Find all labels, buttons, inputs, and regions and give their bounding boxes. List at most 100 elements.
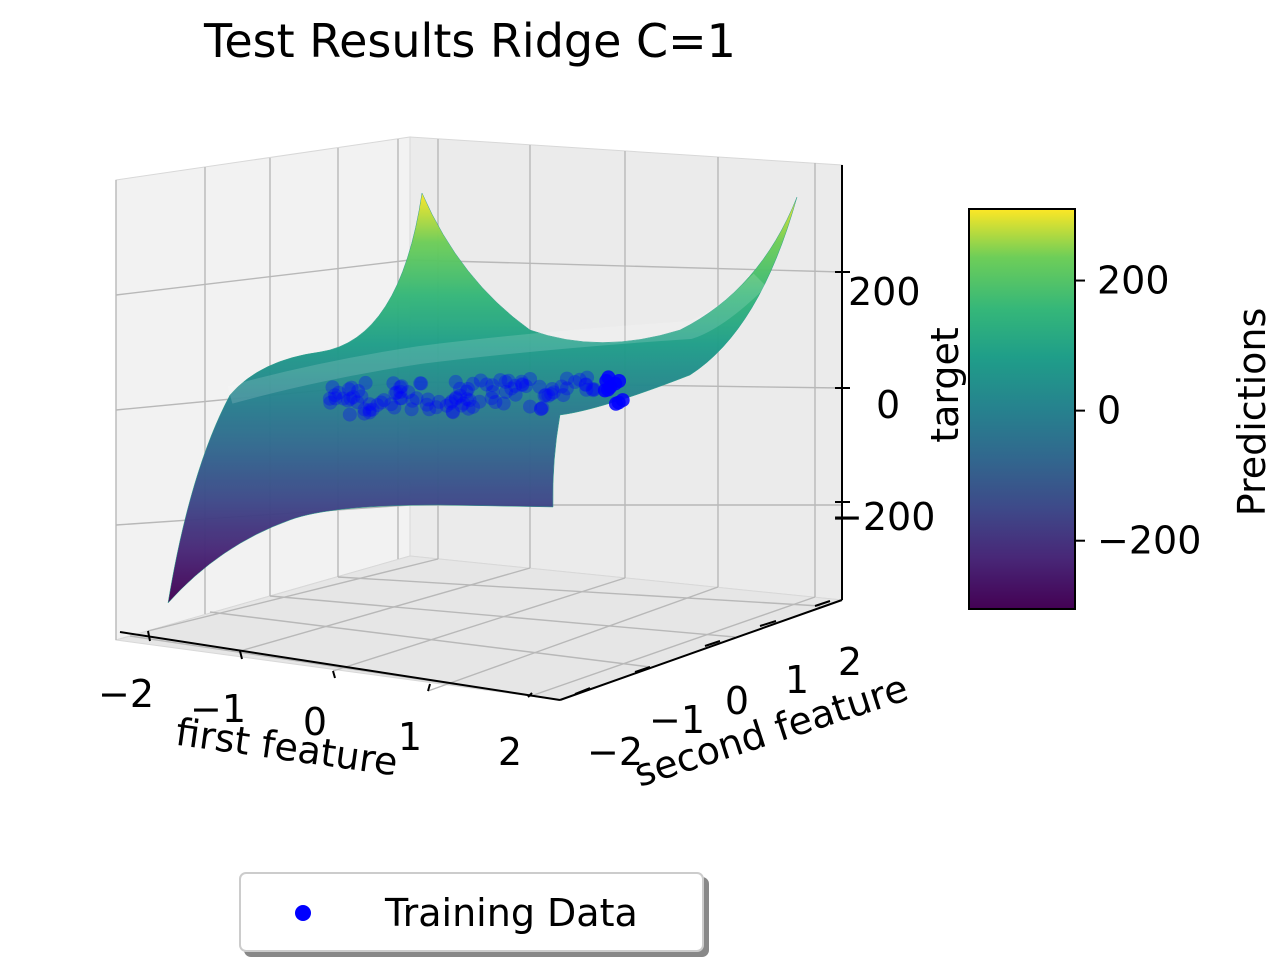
- training-data-point: [568, 375, 582, 389]
- training-data-point: [461, 401, 476, 416]
- legend-entry-label: Training Data: [384, 891, 638, 935]
- colorbar-ticks: 200 0 −200: [1075, 259, 1201, 563]
- training-data-point: [559, 371, 574, 386]
- training-data-point: [545, 382, 560, 396]
- axis-lines: [119, 165, 850, 701]
- training-data-point: [413, 376, 428, 391]
- training-data-point: [422, 402, 437, 417]
- training-data-scatter: [322, 370, 630, 422]
- y-tick-labels: −2 −1 0 1 2: [587, 640, 862, 774]
- training-data-point: [535, 400, 550, 415]
- training-data-point: [448, 391, 463, 406]
- training-data-point: [518, 379, 533, 394]
- y-tick-label: −1: [649, 698, 705, 742]
- legend-marker: [295, 905, 311, 921]
- training-data-point: [331, 385, 346, 400]
- training-data-point: [537, 388, 552, 403]
- training-data-point: [343, 391, 358, 406]
- x-tick-label: 0: [303, 700, 327, 744]
- colorbar-tick-label: 0: [1097, 389, 1121, 433]
- training-data-point: [534, 401, 548, 416]
- training-data-point: [532, 379, 547, 394]
- training-data-point: [376, 393, 391, 408]
- colorbar-tick-label: −200: [1097, 519, 1201, 563]
- training-data-point: [384, 397, 399, 412]
- training-data-point: [374, 395, 389, 410]
- training-data-point: [325, 380, 340, 395]
- training-data-point: [459, 392, 474, 407]
- training-data-point: [414, 376, 429, 391]
- training-data-point: [342, 407, 357, 422]
- training-data-point: [523, 372, 538, 386]
- training-data-point: [456, 396, 471, 411]
- training-data-point: [419, 397, 434, 412]
- training-data-point: [357, 402, 372, 417]
- training-data-point: [354, 389, 369, 404]
- training-data-point: [484, 391, 499, 406]
- training-data-point: [453, 381, 467, 396]
- training-data-point: [350, 395, 365, 410]
- training-data-point: [485, 385, 500, 400]
- x-tick-label: −2: [98, 672, 154, 716]
- training-data-point: [370, 398, 385, 413]
- training-data-point: [508, 387, 523, 402]
- training-data-point: [515, 378, 530, 392]
- x-tick-labels: −2 −1 0 1 2: [98, 672, 522, 774]
- training-data-point: [358, 375, 373, 390]
- training-data-point: [460, 382, 475, 396]
- training-data-point: [405, 393, 420, 408]
- legend-box: [239, 872, 704, 952]
- x-tick-label: 2: [498, 730, 522, 774]
- prediction-surface: [167, 192, 798, 604]
- training-data-point: [362, 403, 377, 418]
- training-data-point: [323, 395, 338, 410]
- training-data-point: [351, 384, 366, 398]
- training-data-point: [336, 391, 351, 406]
- x-axis-label: first feature: [173, 710, 400, 785]
- training-data-point: [394, 391, 409, 406]
- training-data-point: [572, 372, 587, 387]
- training-data-point: [585, 382, 600, 397]
- training-data-point: [322, 391, 337, 406]
- training-data-point: [587, 382, 602, 397]
- training-data-point: [465, 376, 480, 391]
- training-data-point: [389, 385, 404, 400]
- training-data-point: [362, 405, 377, 420]
- training-data-point: [386, 376, 401, 391]
- training-data-point: [346, 390, 361, 405]
- y-tick-label: 0: [725, 679, 749, 723]
- training-data-point: [444, 394, 459, 409]
- training-data-point: [534, 402, 548, 417]
- surface-sheen: [227, 273, 767, 404]
- y-axis-line: [559, 599, 843, 701]
- training-data-point: [432, 394, 446, 409]
- legend: Training Data: [239, 872, 704, 952]
- training-data-point: [443, 396, 458, 411]
- training-data-point: [328, 391, 343, 406]
- training-data-point: [541, 388, 556, 403]
- training-data-point: [393, 391, 408, 406]
- training-data-point: [493, 373, 508, 388]
- z-tick-label: −200: [831, 495, 935, 539]
- x-tick-label: 1: [398, 715, 422, 759]
- colorbar: 200 0 −200 Predictions: [968, 208, 1274, 610]
- training-data-point: [515, 377, 530, 392]
- training-data-point: [514, 374, 529, 389]
- training-data-point: [508, 378, 522, 393]
- training-data-point: [387, 400, 402, 415]
- training-data-point: [578, 377, 593, 392]
- training-data-point: [393, 384, 408, 399]
- training-data-point: [501, 373, 516, 388]
- chart-title: Test Results Ridge C=1: [203, 14, 736, 68]
- z-axis-label: target: [923, 327, 967, 443]
- colorbar-tick-label: 200: [1097, 259, 1170, 303]
- training-data-point: [327, 388, 342, 403]
- training-data-point: [357, 406, 372, 421]
- training-data-point: [580, 370, 595, 385]
- x-tick-label: −1: [190, 687, 246, 731]
- y-tick-label: 1: [785, 658, 809, 702]
- training-data-point: [445, 404, 460, 419]
- training-data-point: [546, 385, 561, 400]
- training-data-point: [579, 382, 594, 397]
- training-data-point: [362, 397, 377, 412]
